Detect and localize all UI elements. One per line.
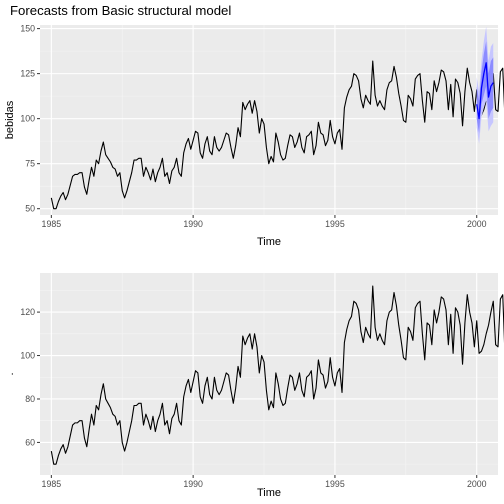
chart-title: Forecasts from Basic structural model xyxy=(10,3,231,18)
x-tick-label: 2000 xyxy=(467,479,487,489)
x-tick-label: 1985 xyxy=(42,219,62,229)
x-tick-label: 1990 xyxy=(183,479,203,489)
forecast-interval-80 xyxy=(476,41,494,134)
y-tick-label: 100 xyxy=(20,351,35,361)
chart-panel-2: 1985 1990 1995 2000 60 80 100 120 Time. xyxy=(4,273,504,499)
x-tick-label: 1995 xyxy=(325,219,345,229)
y-tick-label: 50 xyxy=(25,204,35,214)
x-tick-label: 2000 xyxy=(467,219,487,229)
y-tick-label: 80 xyxy=(25,394,35,404)
y-tick-label: 75 xyxy=(25,159,35,169)
plot-panel-background xyxy=(40,273,498,475)
x-tick-label: 1995 xyxy=(325,479,345,489)
y-tick-label: 60 xyxy=(25,437,35,447)
y-tick-label: 100 xyxy=(20,114,35,124)
y-tick-label: 125 xyxy=(20,69,35,79)
series-line xyxy=(50,60,504,210)
y-axis-title: . xyxy=(4,372,16,375)
plot-panel-background xyxy=(40,25,498,215)
x-axis-title: Time xyxy=(257,487,281,499)
y-axis-title: bebidas xyxy=(4,100,16,139)
x-axis-title: Time xyxy=(257,236,281,248)
series-line xyxy=(50,285,504,465)
y-tick-label: 120 xyxy=(20,307,35,317)
forecast-line xyxy=(476,62,494,120)
y-tick-label: 150 xyxy=(20,24,35,34)
x-tick-label: 1990 xyxy=(183,219,203,229)
x-tick-label: 1985 xyxy=(42,479,62,489)
chart-panel-1: 1985 1990 1995 2000 50 75 100 125 150 Time bebidas… xyxy=(4,3,504,248)
